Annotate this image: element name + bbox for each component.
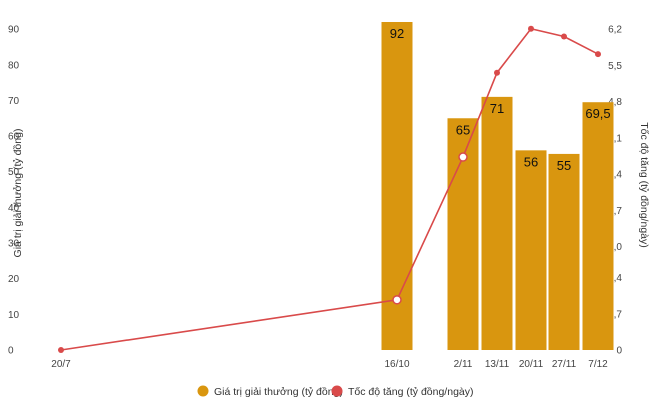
- left-axis-ticks: 0 10 20 30 40 50 60 70 80 90: [8, 25, 20, 357]
- right-tick-label: 1,4: [608, 273, 622, 284]
- right-tick-label: 4,8: [608, 97, 622, 108]
- x-tick-label: 7/12: [588, 359, 608, 370]
- bar-labels: 92 65 71 56 55 69,5: [390, 26, 611, 173]
- bar-value-label: 92: [390, 26, 404, 41]
- right-tick-label: 2,0: [608, 242, 622, 253]
- right-tick-label: 4,1: [608, 133, 622, 144]
- right-axis-title: Tốc độ tăng (tỷ đồng/ngày): [638, 122, 650, 248]
- legend-item-line[interactable]: Tốc độ tăng (tỷ đồng/ngày): [331, 385, 474, 399]
- right-axis-ticks: 0 0,7 1,4 2,0 2,7 3,4 4,1 4,8 5,5 6,2: [608, 25, 622, 357]
- left-axis-title: Giá trị giải thưởng (tỷ đồng): [12, 129, 24, 258]
- bar: [515, 150, 547, 350]
- bar-series: [381, 22, 614, 351]
- line-point: [561, 33, 567, 40]
- bar-value-label: 69,5: [585, 106, 610, 121]
- bar: [548, 153, 580, 350]
- x-tick-label: 2/11: [454, 359, 473, 370]
- left-tick-label: 30: [8, 239, 20, 250]
- line-point: [58, 347, 64, 353]
- left-tick-label: 40: [8, 203, 20, 214]
- left-tick-label: 60: [8, 132, 20, 143]
- line-point: [392, 295, 402, 305]
- line-series: [58, 25, 601, 353]
- left-tick-label: 0: [8, 346, 14, 357]
- left-tick-label: 10: [8, 310, 20, 321]
- x-axis-ticks: 20/7 16/10 2/11 13/11 20/11 27/11 7/12: [51, 359, 608, 370]
- x-tick-label: 27/11: [552, 359, 577, 370]
- line-point: [494, 69, 500, 76]
- right-tick-label: 0,7: [608, 309, 622, 320]
- left-tick-label: 20: [8, 274, 20, 285]
- right-tick-label: 2,7: [608, 206, 622, 217]
- legend-line-marker: [331, 385, 343, 397]
- left-tick-label: 90: [8, 25, 20, 36]
- right-tick-label: 0: [616, 346, 622, 357]
- legend: Giá trị giải thưởng (tỷ đồng) Tốc độ tăn…: [197, 385, 474, 399]
- legend-item-bar[interactable]: Giá trị giải thưởng (tỷ đồng): [197, 385, 343, 399]
- left-tick-label: 50: [8, 167, 20, 178]
- bar-value-label: 55: [557, 158, 571, 173]
- right-tick-label: 6,2: [608, 25, 622, 36]
- legend-bar-marker: [197, 385, 209, 397]
- bar-value-label: 71: [490, 101, 504, 116]
- legend-bar-label: Giá trị giải thưởng (tỷ đồng): [214, 386, 343, 398]
- left-tick-label: 70: [8, 96, 20, 107]
- line-point: [595, 51, 601, 58]
- line-point: [528, 25, 534, 32]
- x-tick-label: 13/11: [485, 359, 510, 370]
- left-tick-label: 80: [8, 60, 20, 71]
- x-tick-label: 20/7: [51, 359, 71, 370]
- bar-value-label: 56: [524, 154, 538, 169]
- bar-value-label: 65: [456, 122, 470, 137]
- x-tick-label: 20/11: [519, 359, 544, 370]
- right-tick-label: 3,4: [608, 170, 622, 181]
- x-tick-label: 16/10: [384, 359, 409, 370]
- legend-line-label: Tốc độ tăng (tỷ đồng/ngày): [348, 386, 474, 398]
- right-tick-label: 5,5: [608, 61, 622, 72]
- line-point: [458, 152, 468, 162]
- bar: [481, 96, 513, 350]
- bar: [582, 102, 614, 350]
